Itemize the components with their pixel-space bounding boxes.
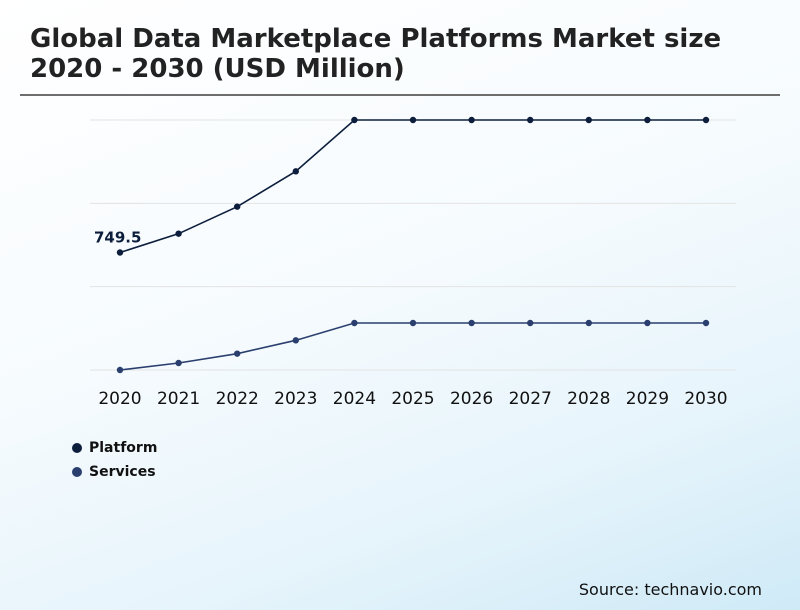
data-point	[351, 116, 358, 124]
title-divider	[20, 94, 780, 96]
x-tick-label: 2022	[216, 389, 259, 409]
data-point	[527, 116, 534, 124]
x-tick-label: 2029	[626, 389, 669, 409]
x-tick-label: 2027	[509, 389, 552, 409]
x-tick-label: 2023	[274, 389, 317, 409]
gridlines	[90, 119, 736, 371]
data-point	[527, 319, 534, 327]
data-point	[468, 319, 475, 327]
source-credit: Source: technavio.com	[578, 580, 762, 599]
series-line-platform	[119, 119, 706, 254]
legend-marker-platform	[72, 443, 82, 453]
data-point	[175, 359, 182, 367]
legend-label-platform: Platform	[89, 440, 158, 456]
x-tick-label: 2028	[567, 389, 610, 409]
series-line-services	[119, 322, 706, 371]
legend-marker-services	[72, 467, 82, 477]
x-axis-ticks: 2020 2021 2022 2023 2024 2025 2026 2027 2028 2029…	[98, 389, 727, 409]
data-point	[468, 116, 475, 124]
data-point	[702, 116, 710, 124]
data-point	[116, 249, 124, 256]
data-point	[702, 319, 710, 327]
legend-label-services: Services	[89, 464, 156, 480]
data-point	[234, 350, 241, 357]
chart-title: Global Data Marketplace Platforms Market…	[30, 24, 722, 84]
data-point	[234, 203, 241, 210]
legend: Platform Services	[72, 436, 157, 484]
data-point	[409, 116, 417, 124]
x-tick-label: 2024	[333, 389, 376, 409]
x-tick-label: 2026	[450, 389, 493, 409]
data-point	[644, 116, 651, 124]
legend-item-services[interactable]: Services	[72, 460, 157, 484]
data-label: 749.5	[94, 229, 141, 247]
series-lines	[116, 116, 710, 374]
data-point	[644, 319, 651, 327]
data-point	[116, 366, 124, 374]
data-point	[409, 319, 417, 327]
x-tick-label: 2025	[391, 389, 434, 409]
line-chart: 2020 2021 2022 2023 2024 2025 2026 2027 2028 2029…	[90, 116, 736, 409]
data-point	[292, 337, 299, 344]
data-point	[585, 319, 592, 327]
data-point	[175, 230, 182, 237]
data-point	[292, 168, 299, 175]
x-tick-label: 2030	[684, 389, 727, 409]
legend-item-platform[interactable]: Platform	[72, 436, 157, 460]
data-labels: 749.5	[94, 229, 141, 247]
x-tick-label: 2020	[98, 389, 141, 409]
data-point	[351, 319, 358, 327]
data-point	[585, 116, 592, 124]
x-tick-label: 2021	[157, 389, 200, 409]
